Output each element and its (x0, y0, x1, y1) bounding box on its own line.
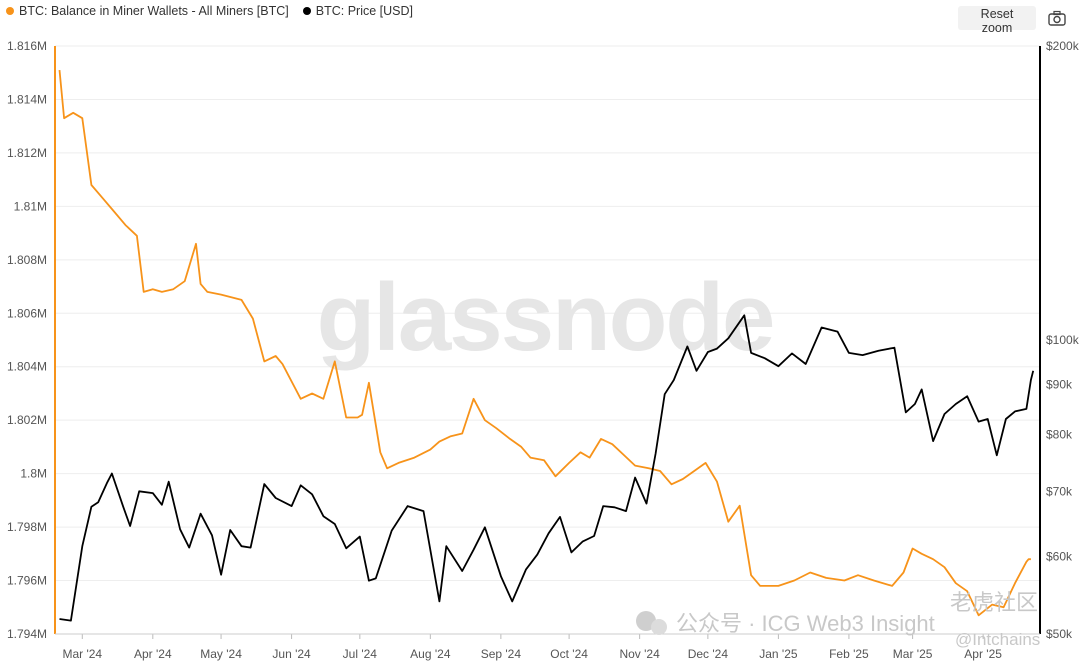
watermark-corner: 老虎社区 (950, 590, 1038, 615)
legend-label-balance: BTC: Balance in Miner Wallets - All Mine… (19, 4, 289, 18)
x-tick-label: Apr '25 (964, 647, 1002, 661)
legend-label-price: BTC: Price [USD] (315, 4, 413, 18)
x-tick-label: Mar '25 (893, 647, 933, 661)
y-left-tick-label: 1.8M (20, 467, 47, 481)
y-left-tick-label: 1.812M (7, 146, 47, 160)
legend-item-balance[interactable]: BTC: Balance in Miner Wallets - All Mine… (6, 4, 289, 18)
legend-dot-price (302, 7, 311, 15)
y-right-tick-label: $70k (1046, 484, 1073, 498)
x-tick-label: May '24 (200, 647, 242, 661)
axes: 1.794M 1.796M 1.798M 1.8M 1.802M 1.804M 1.806M… (7, 39, 1080, 661)
legend-item-price[interactable]: BTC: Price [USD] (302, 4, 413, 18)
legend-dot-balance (6, 7, 14, 15)
y-left-tick-label: 1.806M (7, 306, 47, 320)
y-left-tick-label: 1.796M (7, 574, 47, 588)
x-tick-label: Sep '24 (481, 647, 522, 661)
watermark-wechat: 公众号 · ICG Web3 Insight (676, 611, 935, 636)
y-left-tick-label: 1.804M (7, 360, 47, 374)
y-left-tick-label: 1.794M (7, 627, 47, 641)
x-tick-label: Mar '24 (62, 647, 102, 661)
y-left-tick-label: 1.808M (7, 253, 47, 267)
x-tick-label: Jun '24 (272, 647, 311, 661)
series-line-price (59, 314, 1035, 622)
y-right-tick-label: $90k (1046, 378, 1073, 392)
x-tick-label: Jul '24 (343, 647, 378, 661)
wechat-watermark: 公众号 · ICG Web3 Insight 老虎社区 @Intchains (636, 590, 1040, 649)
x-tick-label: Jan '25 (759, 647, 798, 661)
y-right-tick-label: $60k (1046, 550, 1073, 564)
y-left-tick-label: 1.816M (7, 39, 47, 53)
x-tick-label: Dec '24 (688, 647, 729, 661)
y-left-tick-label: 1.81M (14, 199, 47, 213)
y-left-tick-label: 1.814M (7, 92, 47, 106)
y-right-tick-label: $50k (1046, 627, 1073, 641)
watermark-corner2: @Intchains (955, 630, 1040, 649)
camera-icon[interactable] (1047, 8, 1067, 28)
x-tick-label: Aug '24 (410, 647, 451, 661)
chart-legend: BTC: Balance in Miner Wallets - All Mine… (6, 4, 413, 18)
series-line-balance (58, 70, 1031, 617)
y-right-tick-label: $200k (1046, 39, 1080, 53)
x-tick-label: Nov '24 (619, 647, 660, 661)
x-tick-label: Feb '25 (829, 647, 869, 661)
reset-zoom-button[interactable]: Reset zoom (958, 6, 1036, 35)
y-right-tick-label: $80k (1046, 428, 1073, 442)
y-left-tick-label: 1.802M (7, 413, 47, 427)
series-lines (58, 70, 1035, 622)
y-left-tick-label: 1.798M (7, 520, 47, 534)
x-tick-label: Oct '24 (550, 647, 588, 661)
y-right-tick-label: $100k (1046, 333, 1080, 347)
x-tick-label: Apr '24 (134, 647, 172, 661)
watermark-brand: glassnode (317, 264, 774, 371)
grid-lines (55, 45, 1040, 635)
